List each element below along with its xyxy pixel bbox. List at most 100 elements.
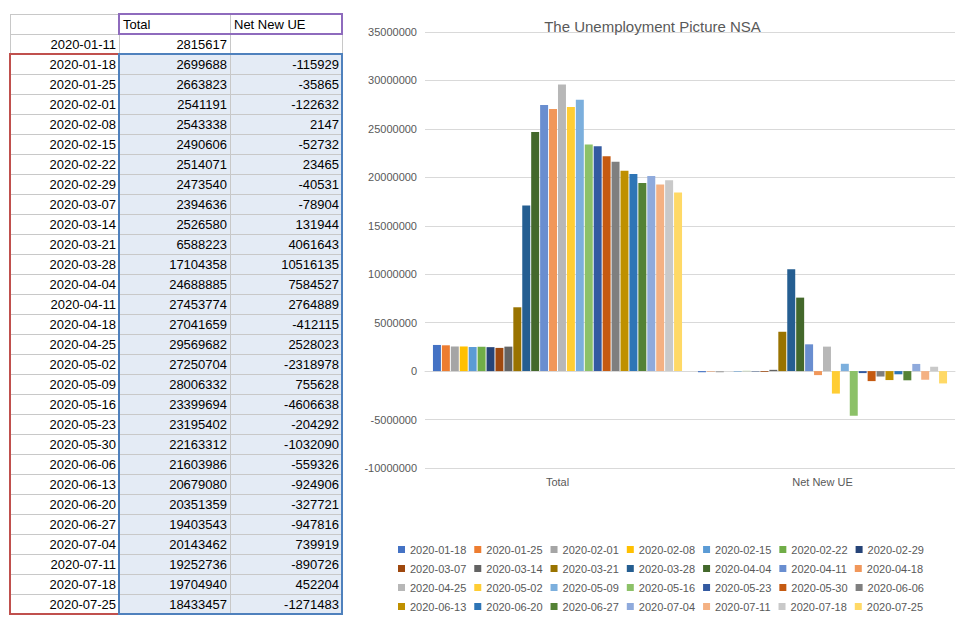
svg-text:30000000: 30000000 [368, 74, 417, 86]
html-text:23465: 23465 [302, 157, 339, 172]
svg-text:15000000: 15000000 [368, 220, 417, 232]
html-text:10516135: 10516135 [281, 257, 339, 272]
svg-text:2020-07-25: 2020-07-25 [867, 601, 923, 613]
svg-text:5000000: 5000000 [374, 317, 417, 329]
html-text:23399694: 23399694 [169, 397, 227, 412]
html-text:2020-05-09: 2020-05-09 [49, 377, 116, 392]
html-text:-40531: -40531 [298, 177, 339, 192]
html-text:2541191: 2541191 [177, 97, 227, 112]
html-text:2020-03-07: 2020-03-07 [49, 197, 116, 212]
html-text:-115929: -115929 [292, 57, 339, 72]
html-text:2020-04-25: 2020-04-25 [49, 337, 116, 352]
html-text:2699688: 2699688 [176, 57, 227, 72]
html-text:Net New UE: Net New UE [234, 17, 306, 32]
html-text:-52732: -52732 [298, 137, 339, 152]
svg-text:35000000: 35000000 [368, 26, 417, 38]
html-text:2473540: 2473540 [176, 177, 227, 192]
html-text:2526580: 2526580 [176, 217, 227, 232]
html-text:2663823: 2663823 [176, 77, 227, 92]
html-text:4061643: 4061643 [288, 237, 339, 252]
html-text:2490606: 2490606 [176, 137, 227, 152]
html-text:27250704: 27250704 [169, 357, 227, 372]
svg-text:-10000000: -10000000 [364, 462, 417, 474]
html-text:2020-01-11: 2020-01-11 [50, 37, 116, 52]
svg-text:0: 0 [411, 365, 417, 377]
svg-text:2020-05-30: 2020-05-30 [791, 582, 847, 594]
svg-text:2020-03-14: 2020-03-14 [486, 563, 542, 575]
svg-text:Net New UE: Net New UE [792, 476, 853, 488]
html-text:2020-04-11: 2020-04-11 [50, 297, 116, 312]
svg-text:2020-02-22: 2020-02-22 [791, 544, 847, 556]
svg-text:2020-01-25: 2020-01-25 [486, 544, 542, 556]
html-text:2020-02-01: 2020-02-01 [49, 97, 116, 112]
html-text:Total: Total [123, 17, 151, 32]
html-text:-4606638: -4606638 [284, 397, 339, 412]
html-text:131944: 131944 [295, 217, 339, 232]
html-text:2514071: 2514071 [176, 157, 227, 172]
svg-text:2020-05-16: 2020-05-16 [639, 582, 695, 594]
html-text:27453774: 27453774 [169, 297, 227, 312]
svg-text:2020-05-23: 2020-05-23 [715, 582, 771, 594]
html-text:2020-04-18: 2020-04-18 [49, 317, 116, 332]
html-text:2020-02-29: 2020-02-29 [49, 177, 116, 192]
svg-text:2020-02-08: 2020-02-08 [639, 544, 695, 556]
svg-text:2020-06-13: 2020-06-13 [410, 601, 466, 613]
svg-text:2020-03-07: 2020-03-07 [410, 563, 466, 575]
svg-text:-5000000: -5000000 [371, 414, 418, 426]
html-text:6588223: 6588223 [176, 237, 227, 252]
html-text:-78904: -78904 [298, 197, 339, 212]
html-text:27041659: 27041659 [169, 317, 227, 332]
html-text:-412115: -412115 [292, 317, 339, 332]
html-text:7584527: 7584527 [288, 277, 339, 292]
html-text:2020-01-25: 2020-01-25 [49, 77, 116, 92]
html-text:2528023: 2528023 [288, 337, 339, 352]
html-text:2020-03-28: 2020-03-28 [49, 257, 116, 272]
html-text:2020-05-02: 2020-05-02 [49, 357, 116, 372]
html-text:2020-02-15: 2020-02-15 [49, 137, 116, 152]
svg-text:25000000: 25000000 [368, 123, 417, 135]
svg-text:2020-06-27: 2020-06-27 [563, 601, 619, 613]
svg-text:2020-04-18: 2020-04-18 [867, 563, 923, 575]
svg-text:2020-04-25: 2020-04-25 [410, 582, 466, 594]
svg-text:The Unemployment Picture NSA: The Unemployment Picture NSA [544, 18, 761, 35]
html-text:2020-02-08: 2020-02-08 [49, 117, 116, 132]
html-text:-2318978: -2318978 [284, 357, 339, 372]
svg-text:Total: Total [546, 476, 569, 488]
html-text:2020-03-14: 2020-03-14 [49, 217, 116, 232]
svg-text:2020-07-11: 2020-07-11 [715, 601, 770, 613]
svg-text:10000000: 10000000 [368, 268, 417, 280]
html-text:-35865: -35865 [298, 77, 339, 92]
html-text:29569682: 29569682 [169, 337, 227, 352]
svg-text:2020-07-18: 2020-07-18 [791, 601, 847, 613]
html-text:24688885: 24688885 [169, 277, 227, 292]
html-text:2543338: 2543338 [176, 117, 227, 132]
svg-text:2020-07-04: 2020-07-04 [639, 601, 695, 613]
svg-text:2020-05-02: 2020-05-02 [486, 582, 542, 594]
html-text:2147: 2147 [310, 117, 339, 132]
svg-text:2020-06-06: 2020-06-06 [868, 582, 924, 594]
html-text:17104358: 17104358 [169, 257, 227, 272]
html-text:2020-05-23: 2020-05-23 [49, 417, 116, 432]
html-text:2020-04-04: 2020-04-04 [49, 277, 116, 292]
html-text:28006332: 28006332 [169, 377, 227, 392]
svg-text:2020-02-01: 2020-02-01 [563, 544, 619, 556]
html-text:2394636: 2394636 [176, 197, 227, 212]
svg-text:2020-04-11: 2020-04-11 [791, 563, 846, 575]
html-text:2020-02-22: 2020-02-22 [49, 157, 116, 172]
svg-text:2020-02-15: 2020-02-15 [715, 544, 771, 556]
svg-text:2020-06-20: 2020-06-20 [486, 601, 542, 613]
html-text:755628: 755628 [295, 377, 339, 392]
html-text:2020-05-16: 2020-05-16 [49, 397, 116, 412]
html-text:2815617: 2815617 [176, 37, 227, 52]
html-text:2764889: 2764889 [288, 297, 339, 312]
html-text:2020-03-21: 2020-03-21 [49, 237, 116, 252]
html-text:-122632: -122632 [291, 97, 339, 112]
svg-text:2020-03-21: 2020-03-21 [563, 563, 619, 575]
html-text:2020-01-18: 2020-01-18 [49, 57, 116, 72]
svg-text:2020-05-09: 2020-05-09 [563, 582, 619, 594]
svg-text:20000000: 20000000 [368, 171, 417, 183]
svg-text:2020-02-29: 2020-02-29 [868, 544, 924, 556]
svg-text:2020-01-18: 2020-01-18 [410, 544, 466, 556]
svg-text:2020-04-04: 2020-04-04 [715, 563, 771, 575]
svg-text:2020-03-28: 2020-03-28 [639, 563, 695, 575]
